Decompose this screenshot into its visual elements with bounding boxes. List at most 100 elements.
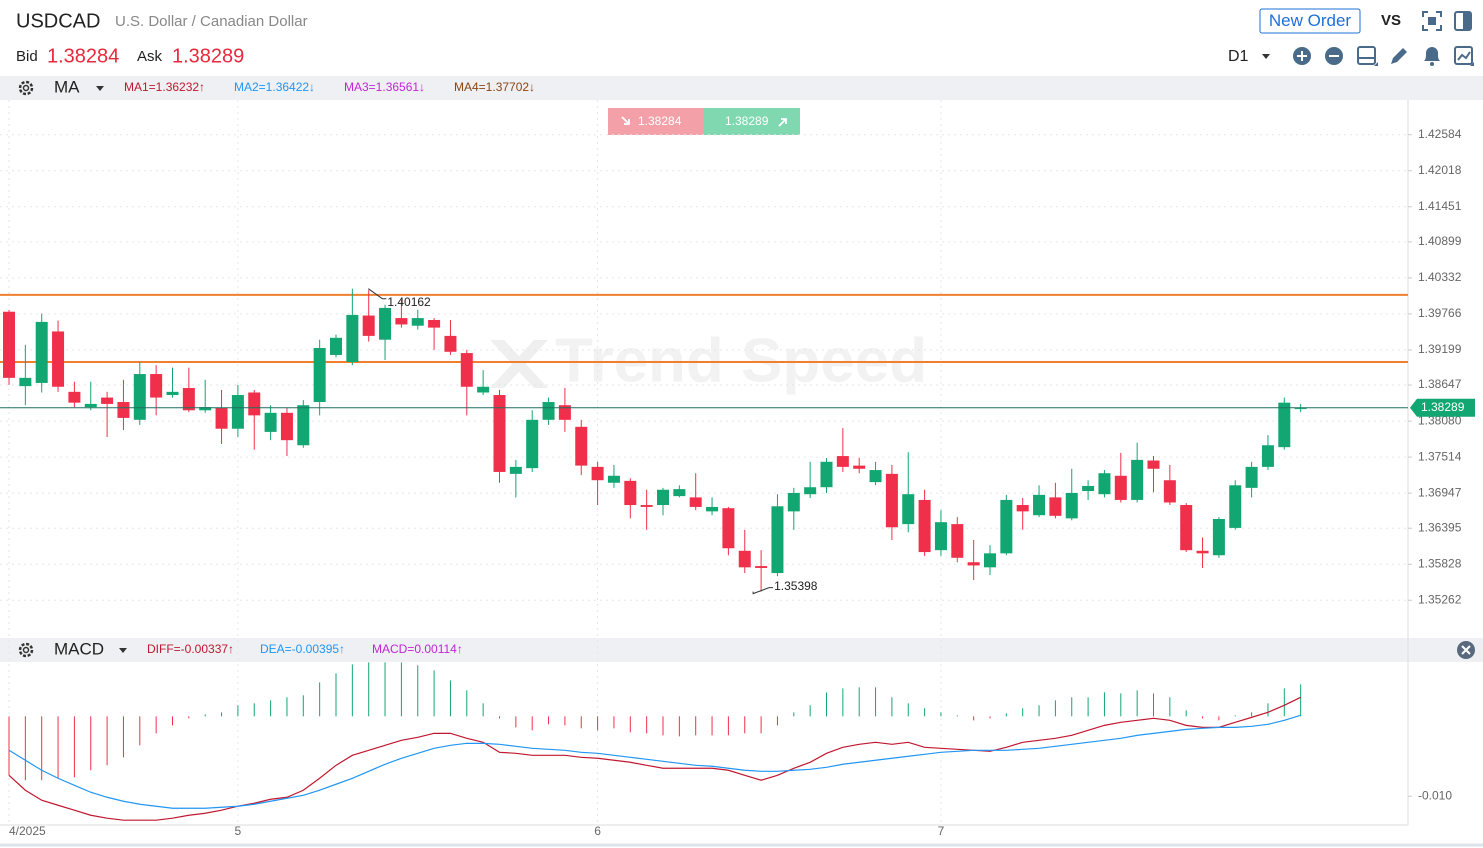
indicator-bar — [0, 638, 1483, 662]
candle-body — [984, 553, 996, 568]
indicator-legend: MA4=1.37702↓ — [454, 80, 535, 94]
candle-body — [362, 315, 375, 336]
buy-price[interactable]: 1.38289 — [725, 114, 769, 128]
candle-body — [330, 337, 342, 355]
chart-type-icon[interactable] — [1454, 46, 1474, 66]
candle-body — [558, 405, 571, 420]
y-tick-label: 1.36947 — [1418, 485, 1462, 499]
candle-body — [836, 456, 849, 467]
candle-body — [934, 522, 947, 551]
indicator-bar — [0, 76, 1483, 100]
bid-label: Bid — [16, 48, 38, 65]
settings-icon[interactable] — [18, 642, 34, 658]
candle-body — [1278, 402, 1291, 448]
x-tick-label: 5 — [235, 824, 242, 838]
candle-body — [3, 311, 15, 378]
sell-price[interactable]: 1.38284 — [638, 114, 682, 128]
candle-body — [673, 489, 686, 497]
close-indicator-button[interactable] — [1457, 641, 1475, 659]
legend-entry: MACD=0.00114↑ — [372, 642, 463, 656]
candle-body — [68, 391, 81, 403]
y-tick-label: 1.35828 — [1418, 556, 1462, 570]
candle-body — [755, 566, 768, 568]
candle-body — [918, 499, 931, 553]
candle-body — [885, 473, 898, 528]
indicator-name[interactable]: MACD — [54, 639, 104, 658]
legend-entry: DIFF=-0.00337↑ — [147, 642, 234, 656]
sell-button[interactable] — [608, 108, 704, 135]
candle-body — [395, 318, 408, 325]
candle-body — [853, 465, 866, 469]
candle-body — [1049, 497, 1062, 516]
period-dropdown[interactable] — [1262, 54, 1270, 59]
indicator-legend: MA2=1.36422↓ — [234, 80, 315, 94]
settings-icon[interactable] — [18, 80, 34, 96]
draw-icon[interactable] — [1391, 48, 1407, 64]
candle-body — [150, 374, 163, 398]
macd-panel: -0.010 — [8, 662, 1452, 821]
buy-arrow — [778, 118, 787, 127]
indicator-name[interactable]: MA — [54, 77, 80, 96]
candle-body — [1163, 480, 1176, 503]
candle-body — [542, 402, 555, 420]
candle-body — [902, 494, 915, 525]
candle-body — [1147, 460, 1160, 469]
candle-body — [35, 321, 48, 383]
y-tick-label: -0.010 — [1418, 788, 1452, 802]
new-order-label[interactable]: New Order — [1269, 11, 1352, 30]
candle-body — [787, 492, 800, 512]
period[interactable]: D1 — [1228, 48, 1249, 65]
y-tick-label: 1.39199 — [1418, 342, 1462, 356]
candle-body — [591, 466, 604, 481]
candle-body — [1245, 466, 1258, 488]
candle-body — [624, 480, 637, 506]
annotation-leader — [752, 587, 774, 595]
candle-body — [526, 419, 539, 469]
candle-body — [575, 426, 588, 466]
candle-body — [182, 388, 195, 411]
price-panel: 1.42584 1.42018 1.41451 1.40899 1.40332 1.397… — [0, 100, 1475, 838]
candle-body — [607, 475, 620, 483]
annotation-leader — [368, 288, 387, 300]
candle-body — [706, 506, 719, 512]
sell-arrow — [621, 116, 630, 125]
y-tick-label: 1.35262 — [1418, 592, 1462, 606]
candle-body — [248, 392, 261, 416]
candle-body — [297, 405, 310, 446]
annotation: 1.35398 — [774, 579, 818, 593]
watermark-text: Trend Speed — [555, 326, 927, 395]
new-order-button[interactable] — [1259, 8, 1361, 34]
candle-body — [869, 470, 882, 483]
macd-line — [8, 696, 1301, 821]
candle-body — [1131, 459, 1144, 500]
candle-body — [117, 402, 130, 418]
candle-body — [19, 377, 32, 387]
alert-icon[interactable] — [1424, 47, 1440, 66]
y-tick-label: 1.42584 — [1418, 127, 1462, 141]
indicator-dropdown[interactable] — [96, 86, 104, 91]
candle-body — [133, 374, 146, 420]
candle-body — [771, 506, 784, 574]
ask-price: 1.38289 — [172, 45, 244, 67]
indicator-dropdown[interactable] — [119, 648, 127, 653]
candle-body — [493, 395, 506, 472]
fullscreen-icon[interactable] — [1422, 11, 1442, 31]
layout-icon[interactable] — [1454, 11, 1472, 31]
indicator-legend: MA1=1.36232↑ — [124, 80, 205, 94]
candle-body — [1065, 492, 1078, 519]
current-price-tag — [1410, 398, 1475, 417]
vs-button[interactable]: VS — [1381, 12, 1401, 29]
candle-body — [52, 331, 65, 387]
x-tick-label: 6 — [594, 824, 601, 838]
zoom-out-icon[interactable] — [1325, 47, 1343, 65]
candle-body — [411, 318, 424, 326]
indicator-icon[interactable] — [1357, 46, 1378, 66]
zoom-in-icon[interactable] — [1293, 47, 1311, 65]
y-tick-label: 1.41451 — [1418, 199, 1462, 213]
candle-body — [967, 562, 980, 566]
candle-body — [280, 412, 293, 441]
candle-body — [1180, 505, 1193, 551]
candle-body — [1033, 494, 1046, 516]
candle-body — [1082, 485, 1095, 492]
